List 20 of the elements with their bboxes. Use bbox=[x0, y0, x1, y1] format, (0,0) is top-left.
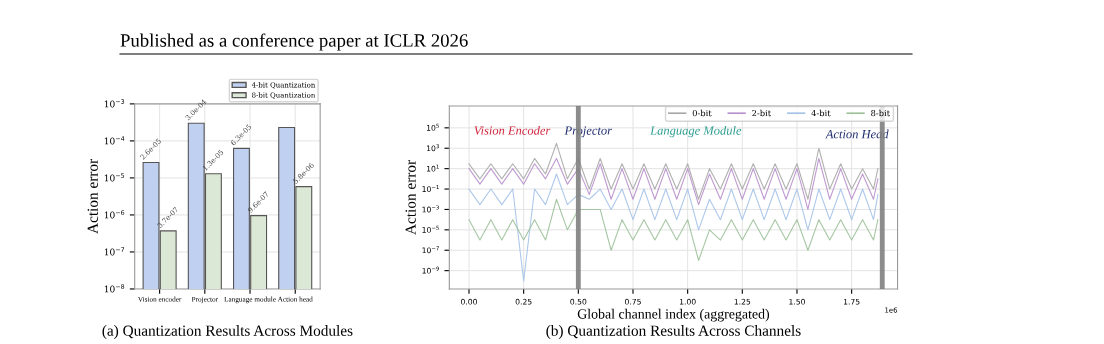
y-axis-title: Action error bbox=[87, 159, 98, 234]
legend-label: 0-bit bbox=[692, 109, 712, 117]
legend-label: 8-bit bbox=[871, 109, 890, 117]
annotation: Action Head bbox=[825, 129, 889, 139]
y-tick-label: 10$^{−7}$ bbox=[104, 247, 125, 256]
annotation: Language Module bbox=[650, 125, 742, 138]
text: (b) Quantization Results Across Channels bbox=[546, 325, 801, 339]
x-axis-title: Global channel index (aggregated) bbox=[577, 308, 770, 322]
y-tick-label: 10$^{−4}$ bbox=[104, 136, 125, 145]
y-tick-label: 10$^{−3}$ bbox=[104, 99, 125, 108]
y-tick-label: 10$^{−8}$ bbox=[104, 284, 125, 293]
text: Published as a conference paper at ICLR 2026 bbox=[120, 33, 468, 51]
text: (a) Quantization Results Across Modules bbox=[102, 325, 353, 339]
y-axis-title: Action error bbox=[405, 160, 416, 235]
y-tick-label: 10$^{−6}$ bbox=[104, 210, 125, 219]
legend-label: 4-bit bbox=[811, 109, 831, 117]
annotation: Projector bbox=[564, 126, 613, 138]
y-tick-label: 10$^{−5}$ bbox=[104, 173, 125, 182]
legend-label: 2-bit bbox=[752, 109, 772, 117]
annotation: Vision Encoder bbox=[474, 125, 551, 135]
